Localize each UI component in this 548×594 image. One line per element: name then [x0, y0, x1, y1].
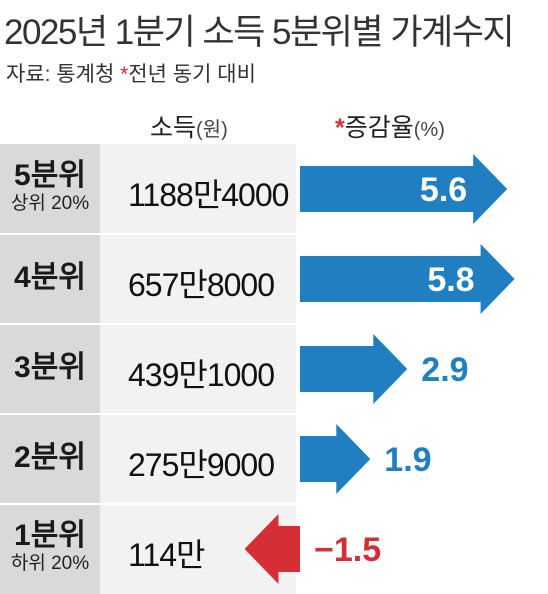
quintile-label: 3분위	[0, 351, 100, 385]
income-value: 114만	[128, 537, 205, 573]
change-value-label: 5.6	[420, 171, 467, 209]
quintile-label: 5분위 상위 20%	[0, 159, 100, 215]
income-header-label: 소득	[150, 114, 197, 142]
row-divider	[0, 233, 296, 235]
quintile-name: 1분위	[14, 519, 86, 552]
change-arrow-bar	[300, 424, 371, 494]
change-header-label: 증감율	[344, 114, 414, 142]
change-value-label: 2.9	[421, 351, 468, 389]
quintile-label-panel	[0, 144, 100, 594]
quintile-name: 5분위	[14, 159, 86, 192]
quintile-label: 4분위	[0, 261, 100, 295]
source-text: 전년 동기 대비	[128, 63, 256, 86]
income-value: 439만1000	[128, 357, 275, 393]
change-value-label: −1.5	[314, 531, 381, 569]
source-star: *	[120, 63, 129, 86]
quintile-name: 4분위	[14, 261, 86, 294]
change-arrow-bar	[300, 244, 515, 314]
row-divider	[0, 323, 296, 325]
change-arrow-bar	[244, 514, 300, 584]
income-header-unit: (원)	[196, 119, 228, 141]
income-value: 1188만4000	[128, 177, 289, 213]
row-divider	[0, 503, 296, 505]
income-panel	[100, 144, 296, 594]
change-header-unit: (%)	[413, 119, 445, 141]
row-divider	[0, 413, 296, 415]
chart-title: 2025년 1분기 소득 5분위별 가계수지	[4, 13, 515, 52]
quintile-label: 1분위 하위 20%	[0, 519, 100, 575]
change-header-star: *	[335, 114, 345, 142]
source-prefix: 자료: 통계청	[6, 63, 121, 86]
source-note: 자료: 통계청 *전년 동기 대비	[6, 58, 256, 88]
income-value: 657만8000	[128, 267, 275, 303]
quintile-name: 2분위	[14, 441, 86, 474]
change-arrow-bar	[300, 154, 508, 224]
change-value-label: 1.9	[384, 441, 431, 479]
quintile-name: 3분위	[14, 351, 86, 384]
quintile-sublabel: 하위 20%	[10, 553, 90, 574]
quintile-label: 2분위	[0, 441, 100, 475]
change-column-header: *증감율(%)	[335, 108, 445, 144]
income-value: 275만9000	[128, 447, 275, 483]
change-value-label: 5.8	[427, 261, 474, 299]
change-arrow-bar	[300, 334, 408, 404]
income-column-header: 소득(원)	[150, 108, 228, 144]
quintile-sublabel: 상위 20%	[10, 193, 90, 214]
